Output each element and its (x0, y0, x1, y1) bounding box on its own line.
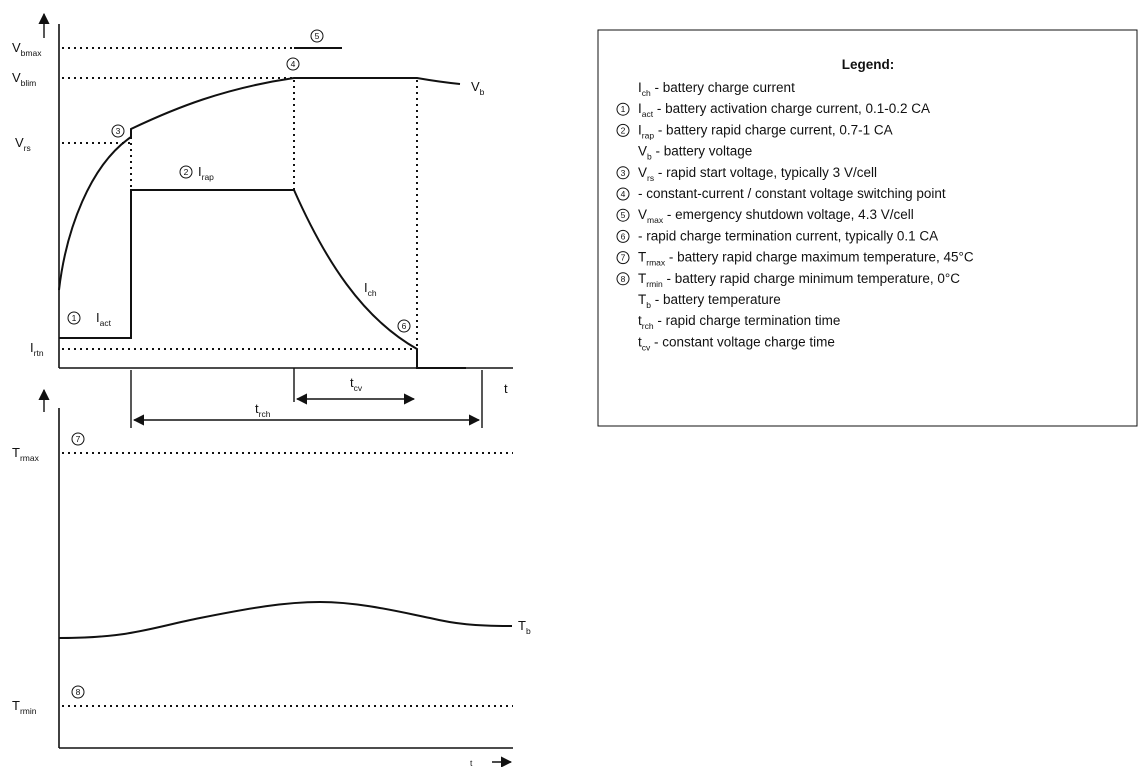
legend-marker-number: 3 (621, 168, 626, 178)
svg-text:6: 6 (402, 321, 407, 331)
legend-items: Ich - battery charge current 1 Iact - batt… (616, 80, 974, 352)
legend-item-text: Vmax - emergency shutdown voltage, 4.3 V… (638, 207, 914, 225)
legend-marker-circle (616, 229, 630, 243)
legend-marker-circle (616, 187, 630, 201)
legend-item: 5 Vmax - emergency shutdown voltage, 4.3… (616, 207, 914, 225)
legend-item-text: Tb - battery temperature (638, 292, 781, 310)
charge-current-curve (59, 189, 466, 369)
legend-item: tcv - constant voltage charge time (638, 334, 835, 352)
label-i-act: Iact (96, 310, 112, 328)
legend-marker-circle (616, 208, 630, 222)
legend-item-text: tcv - constant voltage charge time (638, 334, 835, 352)
legend-marker-circle (616, 123, 630, 137)
legend-item-text: Ich - battery charge current (638, 80, 795, 98)
legend-item-text: Vrs - rapid start voltage, typically 3 V… (638, 165, 877, 183)
marker-8: 8 (71, 685, 85, 699)
battery-temperature-curve (58, 600, 513, 639)
label-v-bmax: Vbmax (12, 40, 42, 58)
battery-voltage-curve (58, 77, 461, 291)
legend-item: Vb - battery voltage (638, 144, 752, 162)
legend-item-text: Vb - battery voltage (638, 144, 752, 162)
legend-item: 3 Vrs - rapid start voltage, typically 3 … (616, 165, 877, 183)
legend-item-text: Trmax - battery rapid charge maximum tem… (638, 250, 974, 268)
legend-item-text: - constant-current / constant voltage sw… (638, 186, 946, 201)
svg-text:7: 7 (76, 434, 81, 444)
marker-5: 5 (310, 29, 324, 43)
label-t-b: Tb (518, 618, 531, 636)
legend-item: trch - rapid charge termination time (638, 313, 840, 331)
legend-item: Ich - battery charge current (638, 80, 795, 98)
label-t-axis-bottom: t (470, 758, 473, 767)
legend-item-text: Trmin - battery rapid charge minimum tem… (638, 271, 960, 289)
legend-item-text: trch - rapid charge termination time (638, 313, 840, 331)
legend-marker-circle (616, 166, 630, 180)
legend-item-text: Irap - battery rapid charge current, 0.7… (638, 122, 893, 140)
marker-2: 2 (179, 165, 193, 179)
legend-marker-circle (616, 272, 630, 286)
legend-item: 6 - rapid charge termination current, ty… (616, 228, 938, 243)
label-v-b: Vb (471, 79, 485, 97)
legend-marker-number: 4 (621, 189, 626, 199)
marker-6: 6 (397, 319, 411, 333)
label-t-cv: tcv (350, 375, 363, 393)
label-i-rtn: Irtn (30, 340, 44, 358)
legend-title: Legend: (842, 57, 895, 72)
svg-text:1: 1 (72, 313, 77, 323)
marker-1: 1 (67, 311, 81, 325)
legend-marker-number: 1 (621, 104, 626, 114)
legend-marker-number: 6 (621, 231, 626, 241)
marker-3: 3 (111, 124, 125, 138)
label-t-rmin: Trmin (12, 698, 37, 716)
svg-text:2: 2 (184, 167, 189, 177)
legend-item-text: - rapid charge termination current, typi… (638, 228, 938, 243)
svg-text:3: 3 (116, 126, 121, 136)
label-t-rch: trch (255, 401, 271, 419)
label-t-rmax: Trmax (12, 445, 40, 463)
legend-marker-circle (616, 251, 630, 265)
legend-item: 4 - constant-current / constant voltage … (616, 186, 946, 201)
marker-7: 7 (71, 432, 85, 446)
legend-marker-number: 5 (621, 210, 626, 220)
svg-text:5: 5 (315, 31, 320, 41)
svg-text:4: 4 (291, 59, 296, 69)
legend-item: 8 Trmin - battery rapid charge minimum te… (616, 271, 960, 289)
legend-marker-number: 8 (621, 274, 626, 284)
label-v-blim: Vblim (12, 70, 36, 88)
legend-item-text: Iact - battery activation charge current… (638, 101, 930, 119)
legend-item: 7 Trmax - battery rapid charge maximum te… (616, 250, 974, 268)
svg-text:8: 8 (76, 687, 81, 697)
legend-marker-number: 7 (621, 253, 626, 263)
legend-box (597, 29, 1138, 427)
label-i-ch: Ich (364, 280, 377, 298)
marker-4: 4 (286, 57, 300, 71)
legend-item: 1 Iact - battery activation charge curren… (616, 101, 930, 119)
legend-marker-number: 2 (621, 125, 626, 135)
legend-item: 2 Irap - battery rapid charge current, 0.… (616, 122, 893, 140)
legend-marker-circle (616, 102, 630, 116)
legend-item: Tb - battery temperature (638, 292, 781, 310)
label-i-rap: Irap (198, 164, 214, 182)
label-t-axis-top: t (504, 381, 508, 396)
label-v-rs: Vrs (15, 135, 31, 153)
